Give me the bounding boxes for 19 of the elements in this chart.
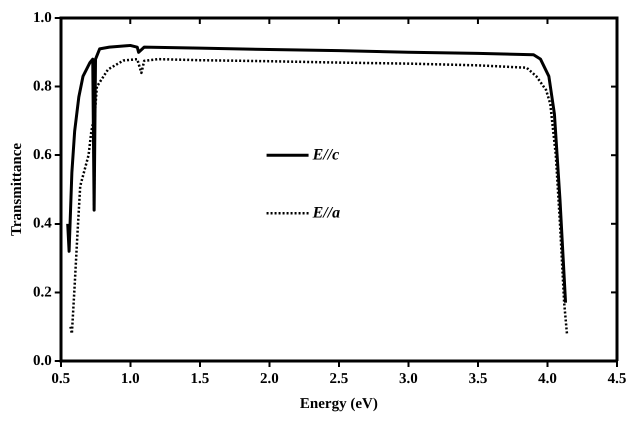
x-tick-label: 2.0 xyxy=(260,370,279,387)
x-tick-label: 1.5 xyxy=(190,370,210,387)
y-tick-label: 0.4 xyxy=(33,216,52,232)
y-tick-label: 0.8 xyxy=(33,78,52,94)
x-axis-title: Energy (eV) xyxy=(300,396,378,412)
y-tick-label: 1.0 xyxy=(33,10,52,26)
x-tick-label: 4.5 xyxy=(608,370,626,387)
y-tick-label: 0.2 xyxy=(33,284,52,300)
x-tick-label: 3.0 xyxy=(399,370,418,387)
y-axis-title: Transmittance xyxy=(8,142,25,236)
x-tick-label: 3.5 xyxy=(468,370,488,387)
legend-label: E//c xyxy=(312,146,340,164)
x-tick-label: 2.5 xyxy=(330,370,348,387)
x-tick-label: 4.0 xyxy=(538,370,557,387)
y-tick-label: 0.0 xyxy=(33,352,52,369)
x-tick-label: 0.5 xyxy=(51,370,70,387)
y-tick-label: 0.6 xyxy=(33,147,52,164)
x-tick-label: 1.0 xyxy=(120,370,140,387)
legend-label: E//a xyxy=(312,204,340,222)
